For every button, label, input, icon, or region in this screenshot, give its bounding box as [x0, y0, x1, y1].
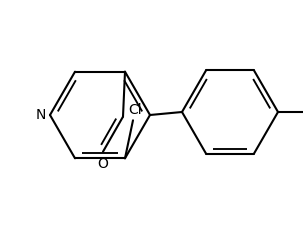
Text: O: O — [98, 157, 108, 171]
Text: N: N — [36, 108, 46, 122]
Text: Cl: Cl — [128, 103, 142, 117]
